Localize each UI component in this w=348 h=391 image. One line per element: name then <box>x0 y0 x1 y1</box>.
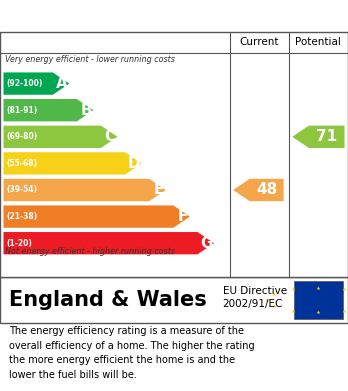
Text: Current: Current <box>239 38 279 47</box>
Polygon shape <box>3 126 118 148</box>
Text: E: E <box>153 183 164 197</box>
Polygon shape <box>3 205 190 228</box>
Text: B: B <box>80 103 92 118</box>
Text: G: G <box>200 236 213 251</box>
FancyBboxPatch shape <box>294 281 343 319</box>
Polygon shape <box>3 72 69 95</box>
Polygon shape <box>3 152 142 174</box>
Text: Energy Efficiency Rating: Energy Efficiency Rating <box>9 9 230 23</box>
Text: Not energy efficient - higher running costs: Not energy efficient - higher running co… <box>5 247 175 256</box>
Text: (92-100): (92-100) <box>6 79 43 88</box>
Text: A: A <box>56 76 68 91</box>
Text: England & Wales: England & Wales <box>9 290 206 310</box>
Polygon shape <box>292 126 345 148</box>
Text: Very energy efficient - lower running costs: Very energy efficient - lower running co… <box>5 55 175 64</box>
Polygon shape <box>233 179 284 201</box>
Text: EU Directive
2002/91/EC: EU Directive 2002/91/EC <box>223 286 287 309</box>
Text: (21-38): (21-38) <box>6 212 38 221</box>
Text: F: F <box>177 209 188 224</box>
Polygon shape <box>3 99 93 121</box>
Text: (55-68): (55-68) <box>6 159 37 168</box>
Text: 71: 71 <box>316 129 337 144</box>
Text: 48: 48 <box>256 183 277 197</box>
Text: (69-80): (69-80) <box>6 132 38 141</box>
Text: D: D <box>128 156 141 171</box>
Polygon shape <box>3 179 166 201</box>
Text: Potential: Potential <box>295 38 341 47</box>
Polygon shape <box>3 232 214 255</box>
Text: C: C <box>104 129 116 144</box>
Text: The energy efficiency rating is a measure of the
overall efficiency of a home. T: The energy efficiency rating is a measur… <box>9 326 254 380</box>
Text: (39-54): (39-54) <box>6 185 37 194</box>
Text: (1-20): (1-20) <box>6 239 32 248</box>
Text: (81-91): (81-91) <box>6 106 38 115</box>
